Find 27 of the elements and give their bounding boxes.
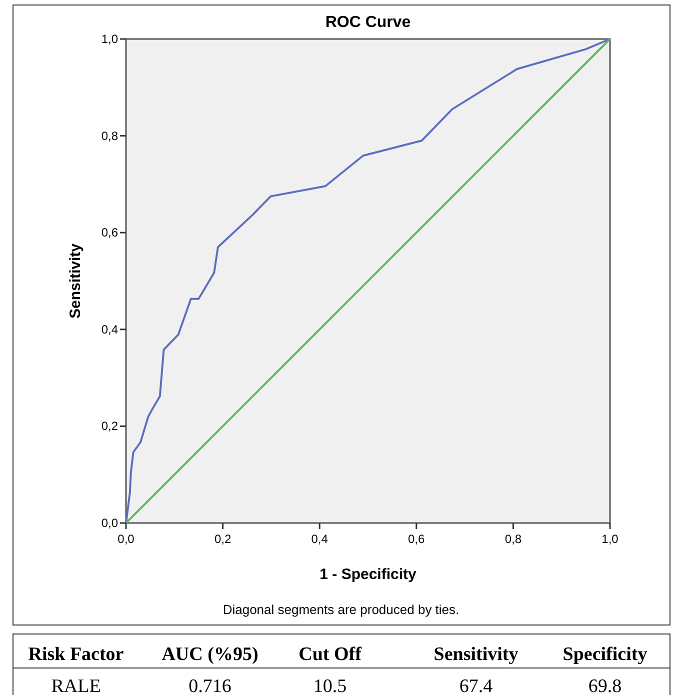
text: 67.4 <box>459 676 494 695</box>
y-tick-label: 0,0 <box>101 516 118 530</box>
chart-title: ROC Curve <box>325 14 411 31</box>
y-axis-title: Sensitivity <box>67 242 84 319</box>
x-tick-label: 0,4 <box>311 532 328 546</box>
y-tick-label: 0,2 <box>101 419 118 434</box>
text: Diagonal segments are produced by ties. <box>222 602 460 617</box>
text: 10.5 <box>313 676 347 695</box>
x-tick-label: 0,8 <box>504 532 522 546</box>
x-axis-title: 1 - Specificity <box>320 566 418 583</box>
text: Risk Factor <box>28 644 124 665</box>
x-tick-label: 0,0 <box>118 532 135 546</box>
text: RALE <box>51 676 101 695</box>
y-tick-label: 0,6 <box>101 226 118 240</box>
text: Cut Off <box>298 644 362 665</box>
text: 0.716 <box>188 676 232 695</box>
x-tick-label: 0,2 <box>214 532 232 546</box>
text: AUC (%95) <box>162 644 258 665</box>
y-tick-label: 0,4 <box>101 322 118 336</box>
y-tick-label: 0,8 <box>101 128 118 143</box>
text: Sensitivity <box>434 644 519 665</box>
text: Specificity <box>562 644 648 665</box>
y-tick-label: 1,0 <box>101 32 118 46</box>
text: 69.8 <box>588 676 622 695</box>
x-tick-label: 0,6 <box>408 532 426 546</box>
line-series <box>125 38 611 524</box>
x-tick-label: 1,0 <box>602 532 619 546</box>
